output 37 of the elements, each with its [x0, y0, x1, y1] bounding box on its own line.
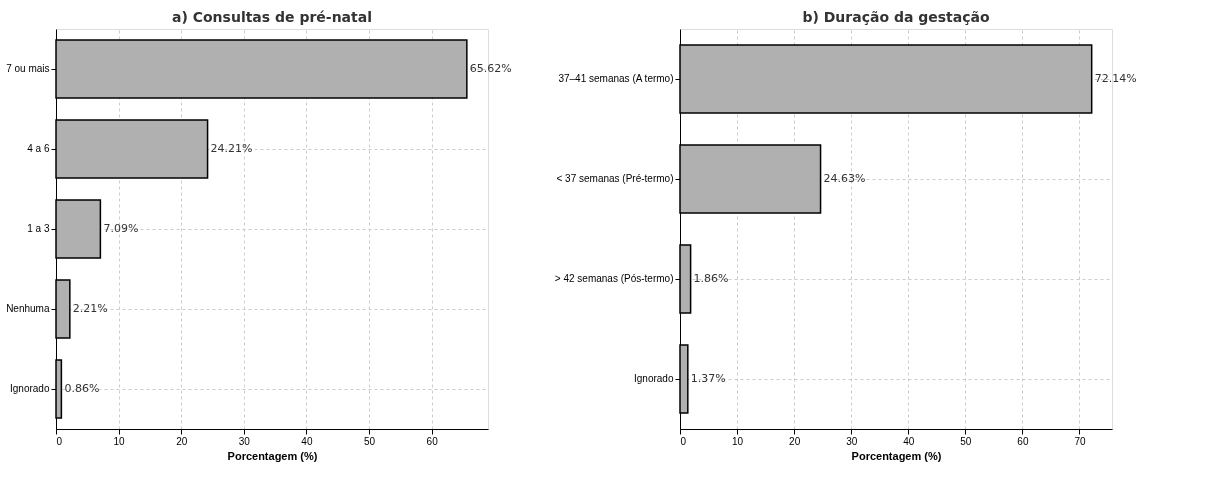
- y-tick-label: 4 a 6: [27, 143, 50, 154]
- x-axis-title: Porcentagem (%): [227, 449, 318, 462]
- data-label: 2.21%: [72, 302, 108, 315]
- data-label: 24.63%: [823, 172, 866, 185]
- data-label: 1.37%: [690, 372, 726, 385]
- data-label: 24.21%: [210, 142, 253, 155]
- y-tick-label: > 42 semanas (Pós-termo): [554, 273, 674, 284]
- x-axis-title: Porcentagem (%): [851, 449, 942, 462]
- y-tick-label: 37–41 semanas (A termo): [558, 73, 674, 84]
- x-tick-label: 20: [176, 435, 188, 447]
- chart-title: a) Consultas de pré-natal: [172, 9, 372, 25]
- y-tick-label: Ignorado: [10, 383, 50, 394]
- x-tick-label: 50: [960, 435, 972, 447]
- chart-title: b) Duração da gestação: [802, 9, 990, 25]
- y-tick-label: < 37 semanas (Pré-termo): [556, 173, 674, 184]
- data-label: 7.09%: [103, 222, 139, 235]
- y-tick-label: Nenhuma: [6, 303, 50, 314]
- x-tick-label: 0: [56, 435, 63, 447]
- x-tick-label: 60: [426, 435, 439, 447]
- x-tick-label: 40: [301, 435, 313, 447]
- y-tick-label: Ignorado: [634, 373, 674, 384]
- x-tick-label: 30: [238, 435, 251, 447]
- data-label: 1.86%: [693, 272, 729, 285]
- x-tick-label: 20: [789, 435, 801, 447]
- x-tick-label: 10: [732, 435, 744, 447]
- x-tick-label: 40: [903, 435, 915, 447]
- data-label: 72.14%: [1094, 72, 1137, 85]
- x-tick-label: 50: [363, 435, 376, 447]
- x-tick-label: 0: [680, 435, 687, 447]
- data-label: 65.62%: [469, 62, 512, 75]
- data-label: 0.86%: [64, 382, 100, 395]
- y-tick-label: 7 ou mais: [6, 63, 50, 74]
- x-tick-label: 70: [1074, 435, 1086, 447]
- x-tick-label: 60: [1017, 435, 1029, 447]
- x-tick-label: 10: [113, 435, 126, 447]
- y-tick-label: 1 a 3: [27, 223, 50, 234]
- x-tick-label: 30: [846, 435, 858, 447]
